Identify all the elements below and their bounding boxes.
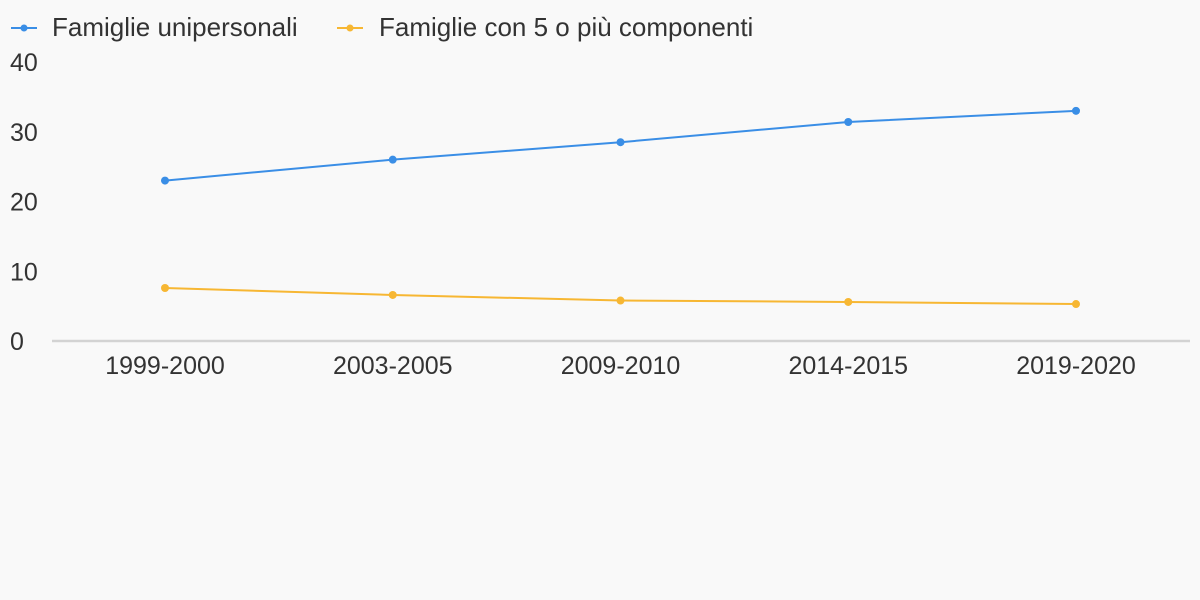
x-axis: 1999-2000 2003-2005 2009-2010 2014-2015 2019… <box>52 339 1190 380</box>
x-tick-label: 2003-2005 <box>333 352 453 380</box>
data-point[interactable] <box>161 176 169 185</box>
y-tick-label: 0 <box>10 328 24 356</box>
data-point[interactable] <box>616 296 625 305</box>
y-tick-label: 40 <box>10 49 38 77</box>
data-point[interactable] <box>161 283 169 292</box>
y-tick-label: 20 <box>10 189 38 217</box>
x-tick-label: 2019-2020 <box>1016 352 1136 380</box>
data-point[interactable] <box>844 297 853 306</box>
series-2 <box>161 283 1080 309</box>
legend-label: Famiglie unipersonali <box>52 12 298 42</box>
legend: Famiglie unipersonali Famiglie con 5 o p… <box>11 12 753 42</box>
legend-item-series-2[interactable]: Famiglie con 5 o più componenti <box>337 12 753 42</box>
legend-swatch-marker <box>346 24 354 32</box>
x-tick-label: 2014-2015 <box>788 352 908 380</box>
legend-item-series-1[interactable]: Famiglie unipersonali <box>11 12 298 42</box>
x-tick-label: 2009-2010 <box>561 352 681 380</box>
data-point[interactable] <box>1072 300 1080 309</box>
data-point[interactable] <box>388 290 397 299</box>
x-tick-label: 1999-2000 <box>105 352 225 380</box>
y-axis: 0 10 20 30 40 <box>10 49 38 356</box>
y-tick-label: 30 <box>10 119 38 147</box>
data-point[interactable] <box>616 138 625 147</box>
data-point[interactable] <box>388 155 397 164</box>
legend-label: Famiglie con 5 o più componenti <box>379 12 753 42</box>
data-point[interactable] <box>844 117 853 126</box>
legend-swatch-marker <box>20 24 28 32</box>
y-tick-label: 10 <box>10 258 38 286</box>
series-1 <box>161 106 1080 185</box>
plot-area <box>161 106 1080 309</box>
data-point[interactable] <box>1072 106 1080 115</box>
